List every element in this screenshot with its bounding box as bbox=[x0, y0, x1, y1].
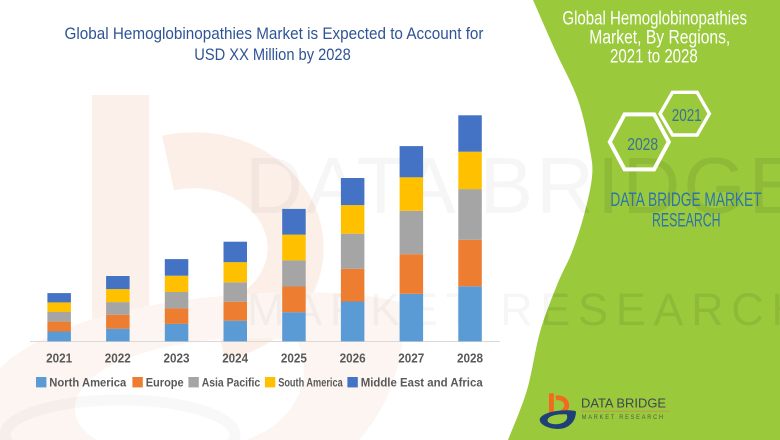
svg-text:2024: 2024 bbox=[222, 352, 248, 366]
svg-text:Global Hemoglobinopathies: Global Hemoglobinopathies bbox=[562, 8, 747, 29]
svg-text:DATA BRIDGE: DATA BRIDGE bbox=[581, 395, 666, 410]
svg-text:RESEARCH: RESEARCH bbox=[652, 210, 721, 232]
svg-text:2021 to 2028: 2021 to 2028 bbox=[610, 47, 698, 68]
svg-text:Europe: Europe bbox=[146, 377, 184, 390]
svg-text:DATA BRIDGE MARKET: DATA BRIDGE MARKET bbox=[610, 189, 761, 211]
svg-text:2023: 2023 bbox=[164, 352, 190, 366]
svg-text:DATA BRIDGE: DATA BRIDGE bbox=[245, 141, 780, 230]
svg-text:Middle East and Africa: Middle East and Africa bbox=[361, 377, 483, 390]
svg-text:2028: 2028 bbox=[457, 352, 483, 366]
svg-text:2021: 2021 bbox=[46, 352, 72, 366]
svg-text:Asia Pacific: Asia Pacific bbox=[202, 377, 261, 390]
svg-text:South America: South America bbox=[278, 377, 343, 390]
svg-text:Global Hemoglobinopathies Mark: Global Hemoglobinopathies Market is Expe… bbox=[65, 24, 484, 43]
svg-text:MARKET RESEARCH: MARKET RESEARCH bbox=[247, 284, 780, 335]
svg-text:North America: North America bbox=[49, 377, 126, 390]
svg-text:2027: 2027 bbox=[398, 352, 424, 366]
svg-text:Market, By Regions,: Market, By Regions, bbox=[589, 27, 730, 48]
svg-text:2028: 2028 bbox=[627, 134, 658, 154]
svg-text:2026: 2026 bbox=[340, 352, 366, 366]
svg-text:2022: 2022 bbox=[105, 352, 131, 366]
svg-text:2025: 2025 bbox=[281, 352, 307, 366]
svg-text:2021: 2021 bbox=[672, 105, 702, 125]
svg-text:MARKET RESEARCH: MARKET RESEARCH bbox=[582, 414, 665, 421]
svg-text:USD XX Million by 2028: USD XX Million by 2028 bbox=[194, 45, 351, 64]
